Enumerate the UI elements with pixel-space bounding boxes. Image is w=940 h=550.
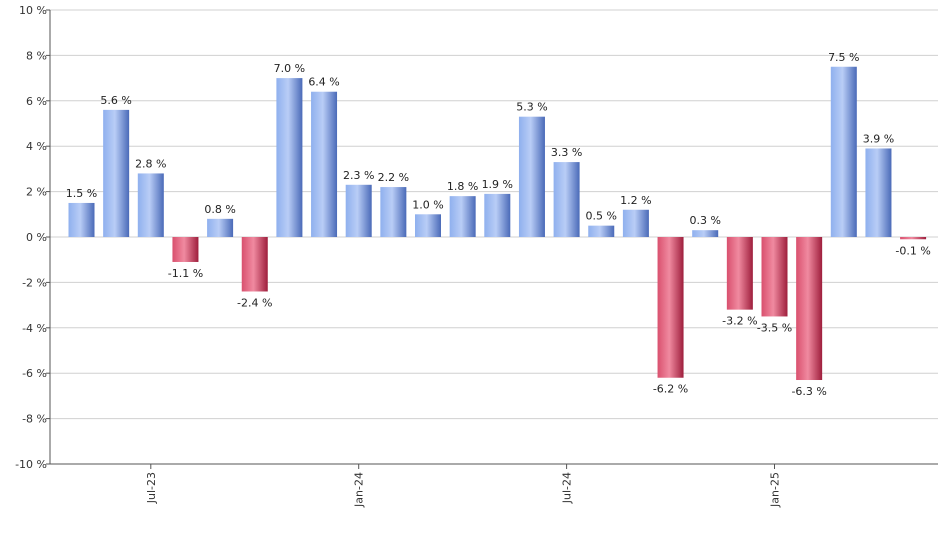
bar bbox=[900, 237, 927, 240]
bar-value-label: 1.0 % bbox=[412, 198, 443, 211]
y-tick-label: -8 % bbox=[22, 413, 47, 426]
bar bbox=[345, 184, 372, 237]
bar bbox=[207, 218, 234, 237]
x-tick-label: Jul-23 bbox=[145, 472, 158, 504]
y-axis-ticks: -10 % -8 % -6 % -4 % -2 % 0 % 2 % 4 % 6 % 8 % 10 % bbox=[15, 4, 50, 471]
bars bbox=[68, 66, 927, 381]
bar-value-label: 6.4 % bbox=[308, 76, 339, 89]
bar-value-label: 1.2 % bbox=[620, 194, 651, 207]
x-tick-label: Jan-25 bbox=[769, 472, 782, 508]
bar-value-label: 0.8 % bbox=[204, 203, 235, 216]
y-tick-label: 10 % bbox=[19, 4, 47, 17]
bar-value-label: 2.8 % bbox=[135, 157, 166, 170]
y-tick-label: 8 % bbox=[26, 49, 47, 62]
bar bbox=[657, 237, 684, 378]
bar-value-label: -6.2 % bbox=[653, 383, 688, 396]
bar bbox=[380, 187, 407, 237]
axes bbox=[49, 10, 938, 465]
bar-value-label: -6.3 % bbox=[791, 385, 826, 398]
y-tick-label: -10 % bbox=[15, 458, 47, 471]
bar-value-label: -3.5 % bbox=[757, 321, 792, 334]
bar bbox=[172, 237, 199, 262]
bar bbox=[761, 237, 788, 317]
bar-value-label: -0.1 % bbox=[895, 244, 930, 257]
y-tick-label: 0 % bbox=[26, 231, 47, 244]
bar bbox=[311, 91, 338, 237]
bar bbox=[68, 202, 95, 237]
y-tick-label: 6 % bbox=[26, 95, 47, 108]
bar-value-label: -2.4 % bbox=[237, 296, 272, 309]
bar bbox=[796, 237, 823, 381]
bar bbox=[553, 162, 580, 237]
bar-value-label: 0.3 % bbox=[689, 214, 720, 227]
bar-value-label: 3.3 % bbox=[551, 146, 582, 159]
x-axis-ticks: Jul-23 Jan-24 Jul-24 Jan-25 bbox=[145, 464, 782, 508]
data-labels: 1.5 % 5.6 % 2.8 % -1.1 % 0.8 % -2.4 % 7.0 %6.4… bbox=[66, 51, 931, 398]
bar bbox=[588, 225, 615, 237]
bar-value-label: 1.9 % bbox=[482, 178, 513, 191]
bar-value-label: 2.2 % bbox=[378, 171, 409, 184]
bar bbox=[137, 173, 164, 237]
x-tick-label: Jul-24 bbox=[561, 472, 574, 504]
bar-value-label: 7.5 % bbox=[828, 51, 859, 64]
y-tick-label: 2 % bbox=[26, 186, 47, 199]
bar-value-label: 0.5 % bbox=[586, 210, 617, 223]
x-tick-label: Jan-24 bbox=[353, 472, 366, 508]
y-tick-label: -6 % bbox=[22, 367, 47, 380]
bar bbox=[241, 237, 268, 292]
bar bbox=[415, 214, 441, 237]
bar-value-label: 5.6 % bbox=[100, 94, 131, 107]
bar bbox=[692, 230, 719, 237]
bar bbox=[865, 148, 892, 237]
bar-value-label: 2.3 % bbox=[343, 169, 374, 182]
bar bbox=[449, 196, 476, 237]
bar bbox=[622, 209, 649, 237]
bar-value-label: -1.1 % bbox=[168, 267, 203, 280]
bar bbox=[726, 237, 753, 310]
y-tick-label: 4 % bbox=[26, 140, 47, 153]
bar-value-label: 1.5 % bbox=[66, 187, 97, 200]
bar bbox=[103, 109, 130, 237]
bar bbox=[484, 193, 511, 237]
bar-value-label: 5.3 % bbox=[516, 101, 547, 114]
y-tick-label: -4 % bbox=[22, 322, 47, 335]
bar-value-label: 1.8 % bbox=[447, 180, 478, 193]
y-tick-label: -2 % bbox=[22, 276, 47, 289]
bar bbox=[518, 116, 545, 237]
bar bbox=[276, 78, 303, 237]
bar-value-label: 7.0 % bbox=[274, 62, 305, 75]
bar-value-label: -3.2 % bbox=[722, 315, 757, 328]
bar bbox=[830, 66, 857, 237]
bar-value-label: 3.9 % bbox=[863, 132, 894, 145]
